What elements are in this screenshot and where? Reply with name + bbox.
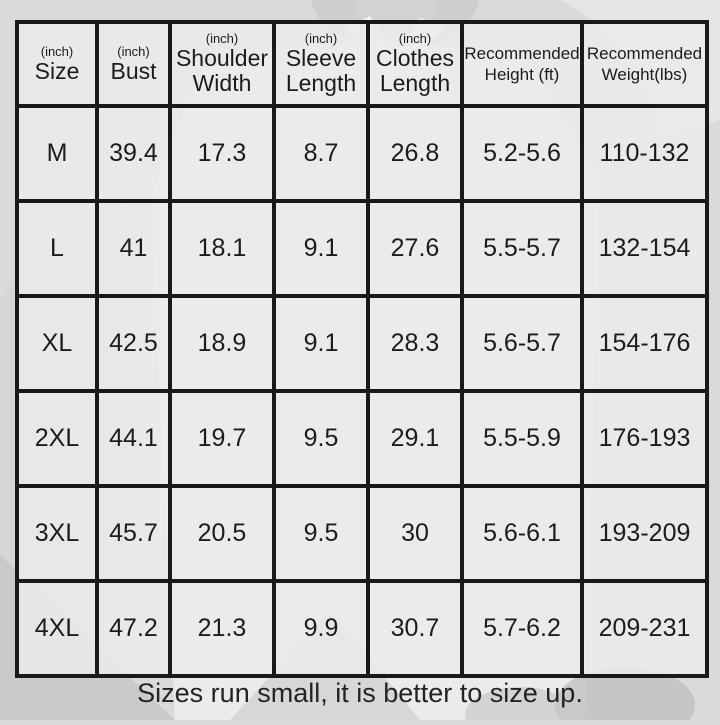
cell-sleeve: 9.1	[272, 199, 370, 298]
header-shoulder-width: (inch) Shoulder Width	[168, 20, 276, 108]
cell-weight: 193-209	[580, 484, 709, 583]
cell-shoulder: 20.5	[168, 484, 276, 583]
cell-shoulder: 18.9	[168, 294, 276, 393]
cell-clothes: 29.1	[366, 389, 464, 488]
cell-sleeve: 9.5	[272, 389, 370, 488]
cell-clothes: 30	[366, 484, 464, 583]
cell-shoulder: 21.3	[168, 579, 276, 678]
cell-bust: 42.5	[95, 294, 172, 393]
cell-clothes: 26.8	[366, 104, 464, 203]
cell-height: 5.6-5.7	[460, 294, 584, 393]
cell-height: 5.5-5.9	[460, 389, 584, 488]
header-label: Recommended Height (ft)	[464, 44, 580, 84]
header-sleeve-length: (inch) Sleeve Length	[272, 20, 370, 108]
table-row-l: L 41 18.1 9.1 27.6 5.5-5.7 132-154	[15, 199, 709, 298]
cell-bust: 47.2	[95, 579, 172, 678]
cell-clothes: 30.7	[366, 579, 464, 678]
cell-sleeve: 9.9	[272, 579, 370, 678]
header-label: Size	[34, 57, 80, 84]
cell-sleeve: 9.1	[272, 294, 370, 393]
cell-weight: 110-132	[580, 104, 709, 203]
table-row-2xl: 2XL 44.1 19.7 9.5 29.1 5.5-5.9 176-193	[15, 389, 709, 488]
cell-height: 5.6-6.1	[460, 484, 584, 583]
unit-label: (inch)	[40, 43, 74, 59]
header-label: Sleeve Length	[285, 45, 357, 96]
cell-sleeve: 9.5	[272, 484, 370, 583]
header-label: Recommended Weight(lbs)	[586, 44, 703, 84]
cell-shoulder: 19.7	[168, 389, 276, 488]
cell-height: 5.7-6.2	[460, 579, 584, 678]
cell-clothes: 27.6	[366, 199, 464, 298]
header-row: (inch) Size (inch) Bust (inch) Shoulder …	[15, 20, 709, 108]
cell-bust: 44.1	[95, 389, 172, 488]
cell-weight: 176-193	[580, 389, 709, 488]
cell-sleeve: 8.7	[272, 104, 370, 203]
table-row-m: M 39.4 17.3 8.7 26.8 5.2-5.6 110-132	[15, 104, 709, 203]
cell-size: 4XL	[15, 579, 99, 678]
unit-label: (inch)	[117, 43, 150, 59]
cell-bust: 45.7	[95, 484, 172, 583]
unit-label: (inch)	[398, 31, 432, 46]
header-label: Shoulder Width	[175, 45, 269, 96]
table-row-xl: XL 42.5 18.9 9.1 28.3 5.6-5.7 154-176	[15, 294, 709, 393]
header-recommended-weight: Recommended Weight(lbs)	[580, 20, 709, 108]
unit-label: (inch)	[205, 31, 239, 46]
header-size: (inch) Size	[15, 20, 99, 108]
table-row-3xl: 3XL 45.7 20.5 9.5 30 5.6-6.1 193-209	[15, 484, 709, 583]
cell-weight: 209-231	[580, 579, 709, 678]
cell-weight: 154-176	[580, 294, 709, 393]
header-recommended-height: Recommended Height (ft)	[460, 20, 584, 108]
cell-shoulder: 18.1	[168, 199, 276, 298]
cell-clothes: 28.3	[366, 294, 464, 393]
cell-bust: 41	[95, 199, 172, 298]
cell-size: 3XL	[15, 484, 99, 583]
cell-shoulder: 17.3	[168, 104, 276, 203]
cell-bust: 39.4	[95, 104, 172, 203]
table-row-4xl: 4XL 47.2 21.3 9.9 30.7 5.7-6.2 209-231	[15, 579, 709, 678]
header-label: Bust	[110, 57, 157, 84]
unit-label: (inch)	[304, 31, 338, 46]
cell-size: XL	[15, 294, 99, 393]
header-clothes-length: (inch) Clothes Length	[366, 20, 464, 108]
cell-size: M	[15, 104, 99, 203]
cell-size: 2XL	[15, 389, 99, 488]
size-chart-table: (inch) Size (inch) Bust (inch) Shoulder …	[15, 20, 709, 678]
cell-size: L	[15, 199, 99, 298]
header-bust: (inch) Bust	[95, 20, 172, 108]
cell-height: 5.5-5.7	[460, 199, 584, 298]
cell-height: 5.2-5.6	[460, 104, 584, 203]
cell-weight: 132-154	[580, 199, 709, 298]
size-note: Sizes run small, it is better to size up…	[137, 678, 583, 708]
header-label: Clothes Length	[376, 45, 454, 96]
